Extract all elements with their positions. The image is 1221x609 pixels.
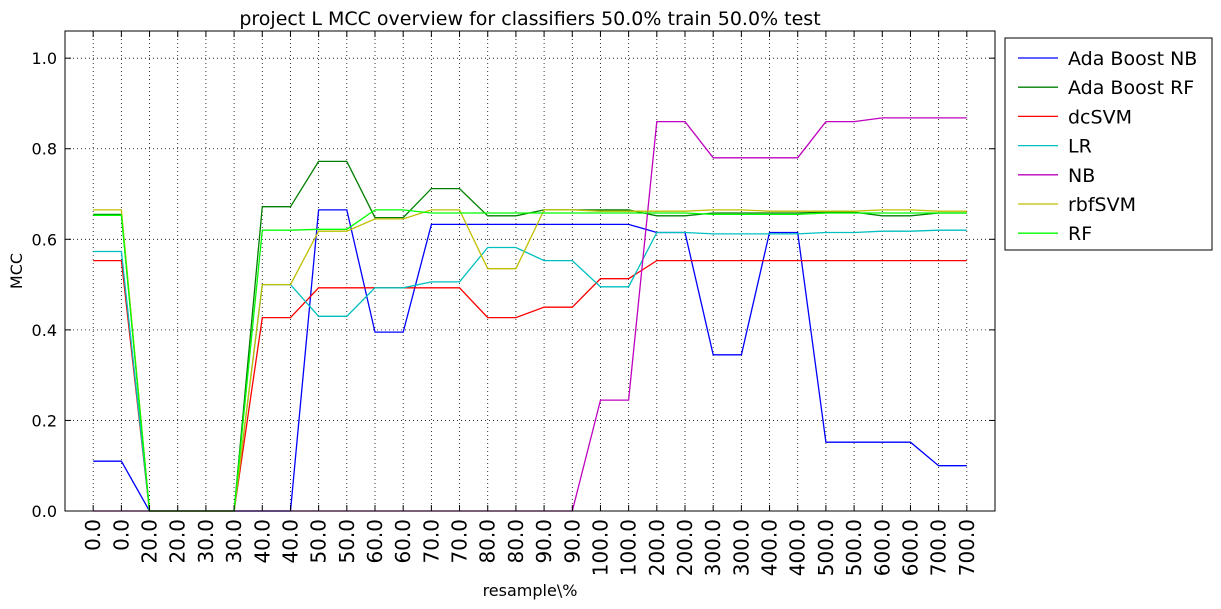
x-tick-label: 200.0	[645, 519, 669, 576]
x-tick-label: 40.0	[250, 519, 274, 564]
y-tick-label: 0.4	[32, 321, 57, 340]
y-axis-label: MCC	[7, 253, 26, 289]
series-lines	[93, 117, 967, 512]
series-line-lr	[93, 229, 967, 512]
legend-label: LR	[1068, 136, 1092, 158]
legend-label: Ada Boost NB	[1068, 48, 1197, 70]
series-line-dcsvm	[93, 259, 967, 512]
series-line-ada-boost-rf	[93, 160, 967, 512]
legend-label: Ada Boost RF	[1068, 77, 1194, 99]
legend-label: rbfSVM	[1068, 194, 1136, 216]
x-tick-label: 70.0	[448, 519, 472, 564]
x-axis-label: resample\%	[483, 581, 578, 600]
y-tick-label: 1.0	[32, 49, 57, 68]
y-axis: 0.0 0.2 0.4 0.6 0.8 1.0	[32, 49, 995, 521]
y-tick-label: 0.6	[32, 230, 57, 249]
x-tick-label: 90.0	[560, 519, 584, 564]
chart-title: project L MCC overview for classifiers 5…	[239, 8, 820, 30]
x-tick-label: 100.0	[588, 519, 612, 576]
x-tick-label: 400.0	[786, 519, 810, 576]
legend-box	[1004, 37, 1213, 251]
x-tick-label: 700.0	[955, 519, 979, 576]
x-tick-label: 0.0	[109, 519, 133, 551]
x-tick-label: 100.0	[617, 519, 641, 576]
legend-label: dcSVM	[1068, 106, 1132, 128]
x-tick-label: 50.0	[335, 519, 359, 564]
x-tick-label: 60.0	[391, 519, 415, 564]
x-tick-label: 0.0	[81, 519, 105, 551]
x-tick-label: 600.0	[898, 519, 922, 576]
grid-lines	[65, 31, 995, 512]
x-tick-label: 50.0	[307, 519, 331, 564]
y-tick-label: 0.0	[32, 502, 57, 521]
x-tick-label: 300.0	[729, 519, 753, 576]
legend-label: NB	[1068, 165, 1095, 187]
x-tick-label: 30.0	[194, 519, 218, 564]
legend: Ada Boost NB Ada Boost RF dcSVM LR NB rbfSVM R…	[1004, 37, 1213, 251]
series-line-rbfsvm	[93, 209, 967, 512]
x-tick-label: 90.0	[532, 519, 556, 564]
x-tick-label: 700.0	[927, 519, 951, 576]
x-tick-label: 30.0	[222, 519, 246, 564]
y-tick-label: 0.8	[32, 140, 57, 159]
x-tick-label: 80.0	[476, 519, 500, 564]
x-tick-label: 20.0	[166, 519, 190, 564]
x-tick-label: 60.0	[363, 519, 387, 564]
x-axis: 0.0 0.0 20.0 20.0 30.0 30.0 40.0 40.0 50.0 50.0 60…	[81, 31, 979, 576]
x-tick-label: 300.0	[701, 519, 725, 576]
plot-frame	[64, 30, 996, 512]
series-line-ada-boost-nb	[93, 209, 967, 512]
x-tick-label: 500.0	[814, 519, 838, 576]
y-tick-label: 0.2	[32, 411, 57, 430]
x-tick-label: 500.0	[842, 519, 866, 576]
x-tick-label: 200.0	[673, 519, 697, 576]
series-line-nb	[93, 117, 967, 512]
legend-label: RF	[1068, 223, 1092, 245]
x-tick-label: 600.0	[870, 519, 894, 576]
x-tick-label: 20.0	[138, 519, 162, 564]
x-tick-label: 400.0	[758, 519, 782, 576]
x-tick-label: 40.0	[278, 519, 302, 564]
x-tick-label: 70.0	[419, 519, 443, 564]
x-tick-label: 80.0	[504, 519, 528, 564]
series-line-rf	[93, 209, 967, 512]
